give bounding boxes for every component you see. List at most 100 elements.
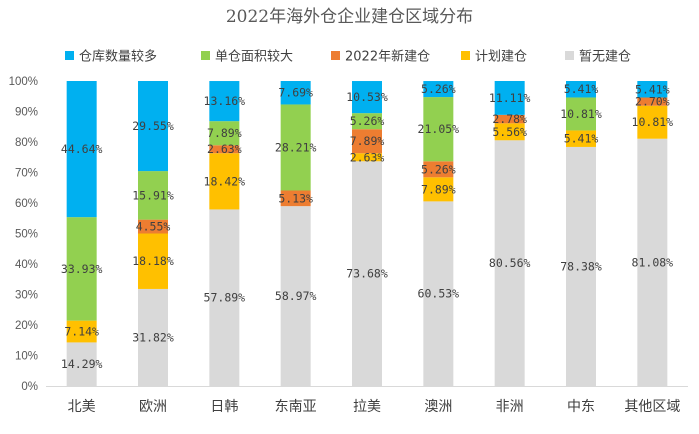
data-label: 81.08% <box>632 255 674 269</box>
data-label: 4.55% <box>136 220 171 234</box>
data-label: 2.70% <box>635 95 670 109</box>
y-tick-label: 90% <box>15 107 38 119</box>
data-label: 44.64% <box>61 142 103 156</box>
data-label: 78.38% <box>560 259 602 273</box>
data-label: 73.68% <box>346 267 388 281</box>
data-label: 5.41% <box>635 82 670 96</box>
bar-segment <box>566 97 596 131</box>
data-label: 14.29% <box>61 357 103 371</box>
bar-segment <box>66 342 97 386</box>
data-label: 10.53% <box>346 90 388 104</box>
data-label: 5.13% <box>278 191 313 205</box>
bar-segment <box>637 105 668 139</box>
bar-segment <box>423 81 454 98</box>
data-label: 28.21% <box>275 140 317 154</box>
y-tick-label: 70% <box>15 168 38 180</box>
bar-segment <box>138 233 168 289</box>
x-tick-label: 东南亚 <box>275 399 317 415</box>
bar-segment <box>138 288 168 386</box>
bar-segment <box>209 145 240 154</box>
data-label: 18.42% <box>204 174 246 188</box>
x-tick-label: 澳洲 <box>424 399 452 415</box>
x-tick-label: 日韩 <box>210 399 238 415</box>
data-label: 33.93% <box>61 262 103 276</box>
data-label: 18.18% <box>132 254 174 268</box>
bar-segment <box>494 140 525 386</box>
legend-item: 计划建仓 <box>461 50 527 65</box>
data-label: 5.41% <box>564 132 599 146</box>
data-label: 21.05% <box>418 122 460 136</box>
data-label: 5.56% <box>492 125 527 139</box>
bar-segment <box>494 123 525 141</box>
y-tick-label: 0% <box>21 381 38 393</box>
legend-item: 暂无建仓 <box>565 50 631 65</box>
legend-label: 单仓面积较大 <box>215 50 293 65</box>
bar-segment <box>138 81 168 172</box>
bar-segment <box>280 81 311 105</box>
y-tick-label: 20% <box>15 320 38 332</box>
bar-segment <box>209 121 240 146</box>
bar-segment <box>138 219 168 234</box>
legend-item: 仓库数量较多 <box>65 49 157 65</box>
data-label: 10.81% <box>560 107 602 121</box>
bar-segment <box>637 81 668 98</box>
bar-segment <box>352 153 382 162</box>
y-tick-label: 100% <box>9 76 38 88</box>
bar-segment <box>66 217 97 321</box>
x-tick-label: 非洲 <box>496 399 524 415</box>
data-label: 7.14% <box>64 325 99 339</box>
data-label: 5.26% <box>421 162 456 176</box>
legend-label: 暂无建仓 <box>579 50 631 65</box>
bar-segment <box>423 201 454 386</box>
y-tick-label: 50% <box>15 229 38 241</box>
data-label: 15.91% <box>132 188 174 202</box>
legend-swatch <box>461 51 470 60</box>
data-label: 60.53% <box>418 287 460 301</box>
x-tick-label: 拉美 <box>353 399 381 415</box>
bar-segment <box>566 146 596 386</box>
bar-segment <box>209 153 240 210</box>
legend-item: 2022年新建仓 <box>331 49 430 65</box>
y-tick-label: 40% <box>15 259 38 271</box>
x-tick-label: 欧洲 <box>139 399 167 415</box>
data-label: 5.26% <box>421 82 456 96</box>
bar-segment <box>352 113 382 130</box>
data-label: 57.89% <box>204 291 246 305</box>
bar-segment <box>566 130 596 147</box>
data-label: 2.63% <box>350 150 385 164</box>
bar-segment <box>209 209 240 386</box>
bar-segment <box>280 104 311 191</box>
data-label: 5.26% <box>350 114 385 128</box>
x-tick-label: 其他区域 <box>624 399 680 415</box>
data-label: 5.41% <box>564 82 599 96</box>
legend: 仓库数量较多 单仓面积较大 2022年新建仓 计划建仓 暂无建仓 <box>65 49 631 65</box>
bar-segment <box>494 81 525 115</box>
data-label: 7.89% <box>207 126 242 140</box>
y-tick-label: 30% <box>15 290 38 302</box>
chart-title: 2022年海外仓企业建仓区域分布 <box>226 7 473 27</box>
legend-swatch <box>201 51 210 60</box>
bar-segment <box>352 81 382 114</box>
bar-segment <box>280 190 311 207</box>
bar-segment <box>566 81 596 98</box>
bar-segment <box>637 138 668 386</box>
data-label: 7.69% <box>278 86 313 100</box>
bar-segment <box>637 97 668 106</box>
bar-segment <box>423 177 454 202</box>
bar-segment <box>352 161 382 386</box>
x-tick-label: 北美 <box>68 399 96 415</box>
data-label: 58.97% <box>275 289 317 303</box>
bar-segment <box>423 161 454 178</box>
bar-segment <box>66 81 97 218</box>
legend-label: 2022年新建仓 <box>345 49 430 65</box>
legend-item: 单仓面积较大 <box>201 50 293 65</box>
bar-segment <box>352 129 382 154</box>
legend-swatch <box>565 51 574 60</box>
x-tick-label: 中东 <box>567 399 595 415</box>
bar-segment <box>494 114 525 124</box>
data-label: 7.89% <box>350 134 385 148</box>
bars <box>66 81 668 386</box>
data-label: 10.81% <box>632 115 674 129</box>
y-tick-label: 80% <box>15 137 38 149</box>
